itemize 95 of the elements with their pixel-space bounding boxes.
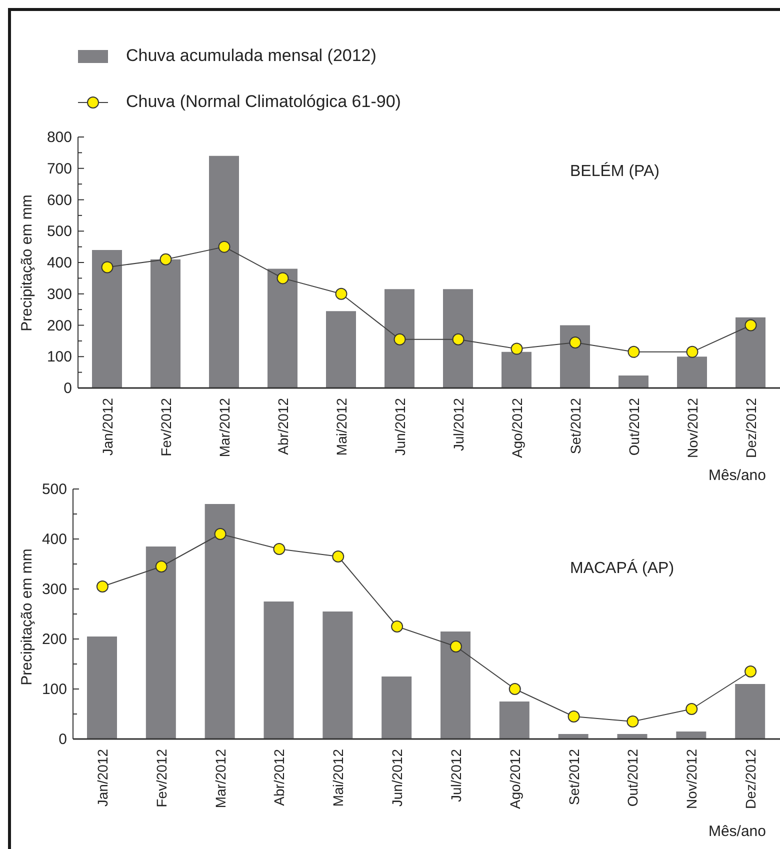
point — [391, 620, 404, 632]
bar — [617, 734, 648, 739]
point — [214, 528, 226, 540]
x-tick-label: Fev/2012 — [153, 748, 170, 808]
bar — [326, 311, 356, 388]
y-tick-label: 400 — [46, 254, 72, 271]
x-tick-label: Jun/2012 — [389, 748, 406, 807]
x-tick-label: Mai/2012 — [333, 398, 350, 456]
text: MACAPÁ (AP) — [570, 560, 674, 578]
point — [160, 253, 172, 266]
x-tick-label: Mai/2012 — [330, 748, 346, 807]
bar — [677, 356, 707, 388]
x-tick-label: Ago/2012 — [506, 748, 523, 809]
x-tick-label: Set/2012 — [566, 748, 582, 806]
point — [273, 543, 286, 555]
point — [450, 640, 462, 652]
bar — [150, 259, 180, 388]
y-tick-label: 400 — [42, 530, 67, 548]
y-tick-label: 0 — [58, 730, 67, 748]
point — [628, 346, 640, 358]
bar — [209, 156, 239, 388]
point — [569, 336, 582, 349]
text: BELÉM (PA) — [570, 163, 660, 181]
bar — [204, 504, 235, 739]
point — [510, 342, 523, 355]
x-axis-title: Mês/ano — [708, 823, 766, 840]
y-tick-label: 300 — [46, 285, 72, 302]
point — [332, 550, 344, 562]
point — [335, 288, 348, 300]
point — [394, 333, 406, 346]
y-tick-label: 100 — [42, 680, 67, 698]
x-tick-label: Abr/2012 — [274, 398, 291, 455]
y-tick-label: 500 — [42, 480, 67, 498]
x-tick-label: Jun/2012 — [392, 398, 408, 456]
bar — [676, 732, 706, 739]
bar — [502, 352, 532, 388]
x-tick-label: Fev/2012 — [158, 398, 174, 456]
y-tick-label: 800 — [46, 128, 72, 146]
x-tick-label: Dez/2012 — [742, 398, 759, 458]
x-tick-label: Mar/2012 — [216, 398, 232, 458]
y-axis-title: Precipitação em mm — [18, 548, 36, 686]
y-tick-label: 500 — [46, 222, 72, 240]
point — [744, 319, 757, 332]
bar — [440, 632, 470, 739]
x-tick-label: Jan/2012 — [99, 398, 116, 456]
bar — [268, 268, 298, 388]
y-tick-label: 200 — [42, 630, 67, 648]
x-tick-label: Dez/2012 — [742, 748, 759, 809]
bar — [264, 602, 294, 739]
x-tick-label: Out/2012 — [624, 748, 641, 807]
y-tick-label: 100 — [46, 348, 72, 366]
point — [96, 580, 108, 592]
bar — [384, 289, 414, 388]
bar — [443, 289, 473, 388]
bar — [146, 546, 176, 739]
point — [626, 716, 639, 728]
point — [508, 683, 521, 695]
point — [276, 272, 289, 284]
bar — [558, 734, 588, 739]
point — [452, 333, 464, 346]
x-tick-label: Jan/2012 — [94, 748, 110, 807]
bar — [87, 636, 117, 739]
point — [744, 666, 757, 678]
y-tick-label: 700 — [46, 160, 72, 177]
x-tick-label: Mar/2012 — [212, 748, 228, 808]
y-tick-label: 200 — [46, 316, 72, 334]
point — [686, 703, 698, 715]
bar — [736, 317, 766, 388]
y-tick-label: 300 — [42, 580, 67, 598]
point — [218, 240, 230, 253]
bar — [560, 325, 590, 388]
x-tick-label: Jul/2012 — [450, 398, 466, 451]
x-tick-label: Ago/2012 — [508, 398, 525, 458]
legend-label: Chuva acumulada mensal (2012) — [126, 46, 376, 66]
bar — [382, 676, 412, 739]
x-tick-label: Nov/2012 — [684, 748, 700, 809]
x-tick-label: Set/2012 — [567, 398, 584, 454]
bar — [735, 684, 766, 739]
point — [686, 346, 698, 358]
point — [568, 710, 580, 722]
legend-label: Chuva (Normal Climatológica 61-90) — [126, 92, 401, 112]
bar — [618, 375, 648, 388]
bar — [322, 612, 353, 739]
bar — [92, 250, 122, 388]
x-tick-label: Nov/2012 — [684, 398, 700, 458]
bar — [499, 702, 530, 739]
point — [155, 560, 168, 572]
x-tick-label: Out/2012 — [626, 398, 642, 456]
x-axis-title: Mês/ano — [708, 467, 766, 484]
y-tick-label: 600 — [46, 191, 72, 208]
y-tick-label: 0 — [64, 380, 72, 396]
x-tick-label: Jul/2012 — [448, 748, 464, 802]
point — [101, 261, 114, 274]
x-tick-label: Abr/2012 — [271, 748, 288, 806]
y-axis-title: Precipitação em mm — [18, 194, 36, 332]
